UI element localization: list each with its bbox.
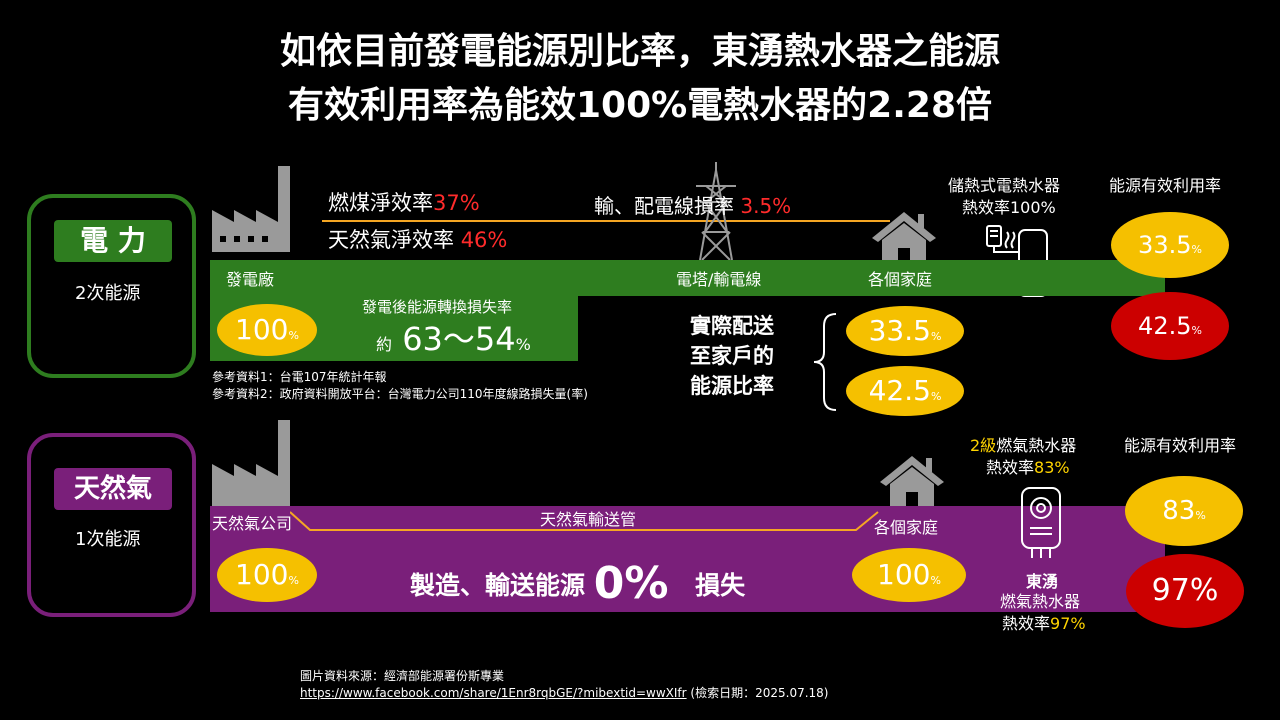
loss-value: 約 63～54%: [376, 314, 531, 360]
gas-eff-value-a: 83: [1162, 496, 1196, 526]
gas-heater-grade: 2級: [970, 436, 997, 455]
delivered-line-3: 能源比率: [690, 374, 774, 398]
title-line-1: 如依目前發電能源別比率，東湧熱水器之能源: [279, 31, 1000, 72]
electric-subtitle: 2次能源: [75, 283, 141, 304]
connector-line: [322, 220, 890, 222]
loss-unit: %: [515, 335, 531, 354]
gas-efficiency-label: 天然氣淨效率: [328, 228, 454, 252]
gas-start-oval: 100%: [217, 548, 317, 602]
gas-eff-oval-b: 97%: [1126, 554, 1244, 628]
delivered-value-b: 42.5: [868, 374, 931, 407]
gas-loss-text: 製造、輸送能源 0% 損失: [410, 558, 745, 609]
gas-home-label: 各個家庭: [874, 518, 939, 537]
gas-eff-unit-a: %: [1195, 509, 1206, 522]
gas-heater-title: 2級燃氣熱水器: [970, 432, 1076, 456]
factory-icon: [212, 166, 300, 252]
gas-company-label: 天然氣公司: [212, 514, 293, 533]
gas-efficiency: 天然氣淨效率 46%: [328, 224, 507, 254]
delivered-line-2: 至家戶的: [690, 344, 774, 368]
gas-start-unit: %: [288, 574, 299, 587]
coal-efficiency: 燃煤淨效率37%: [328, 187, 480, 217]
gas-eff-value-b: 97%: [1151, 573, 1219, 608]
gas-loss-label: 製造、輸送能源: [410, 571, 586, 600]
bar-label-tower: 電塔/輸電線: [676, 270, 762, 289]
delivered-value-a: 33.5: [868, 314, 931, 347]
gas-loss-suffix: 損失: [695, 571, 746, 600]
loss-title: 發電後能源轉換損失率: [362, 298, 513, 316]
delivered-oval-b: 42.5%: [846, 366, 964, 416]
coal-efficiency-label: 燃煤淨效率: [328, 191, 433, 215]
gas-brand-efficiency: 熱效率97%: [1002, 610, 1086, 634]
gas-heater-eff-value: 83%: [1034, 458, 1070, 477]
gas-tag: 天然氣: [54, 468, 172, 510]
delivered-text: 實際配送 至家戶的 能源比率: [690, 311, 774, 401]
gas-heater-icon: [1018, 484, 1064, 560]
bar-label-home: 各個家庭: [868, 270, 933, 289]
coal-efficiency-value: 37%: [433, 191, 480, 215]
electric-eff-unit-a: %: [1191, 243, 1202, 256]
electric-eff-value-a: 33.5: [1138, 231, 1192, 259]
source-line-1: 圖片資料來源：經濟部能源署份斯專業: [300, 669, 505, 683]
gas-heater-efficiency: 熱效率83%: [986, 454, 1070, 478]
loss-prefix: 約: [376, 335, 393, 354]
bar-label-plant: 發電廠: [226, 270, 275, 289]
electric-eff-oval-b: 42.5%: [1111, 292, 1229, 360]
electric-eff-unit-b: %: [1191, 324, 1202, 337]
electric-frame: [27, 194, 196, 378]
gas-brand-eff-value: 97%: [1050, 614, 1086, 633]
gas-heater-eff-label: 熱效率: [986, 458, 1035, 477]
gas-brand-heater: 燃氣熱水器: [1000, 592, 1081, 611]
reference-1: 參考資料1：台電107年統計年報: [212, 370, 387, 384]
house-icon: [872, 212, 936, 262]
gas-brand-eff-label: 熱效率: [1002, 614, 1051, 633]
tower-icon: [692, 162, 740, 260]
electric-start-unit: %: [288, 329, 299, 342]
electric-eff-oval-a: 33.5%: [1111, 212, 1229, 278]
transmission-loss-value: 3.5%: [740, 194, 792, 218]
source-line-2: https://www.facebook.com/share/1Enr8rqbG…: [300, 685, 828, 702]
delivered-unit-a: %: [930, 330, 942, 343]
delivered-line-1: 實際配送: [690, 314, 774, 338]
gas-subtitle: 1次能源: [75, 529, 141, 550]
electric-heater-title: 儲熱式電熱水器: [948, 176, 1061, 195]
gas-eff-oval-a: 83%: [1125, 476, 1243, 546]
gas-efficiency-value: 46%: [460, 228, 508, 252]
gas-factory-icon: [212, 420, 300, 506]
gas-bar: [210, 506, 1165, 612]
gas-efficiency-header: 能源有效利用率: [1124, 436, 1237, 455]
source-date: (檢索日期：2025.07.18): [686, 686, 829, 700]
electric-bar: [210, 260, 1165, 296]
reference-2: 參考資料2：政府資料開放平台：台灣電力公司110年度線路損失量(率): [212, 387, 588, 401]
gas-home-oval: 100%: [852, 548, 966, 602]
gas-frame: [27, 433, 196, 617]
source-url[interactable]: https://www.facebook.com/share/1Enr8rqbG…: [300, 686, 687, 700]
loss-range: 63～54: [402, 320, 516, 358]
gas-start-value: 100: [235, 558, 289, 591]
gas-brand: 東湧: [1026, 572, 1059, 591]
electric-eff-value-b: 42.5: [1138, 312, 1192, 340]
gas-loss-value: 0%: [593, 558, 669, 609]
transmission-loss-label: 輸、配電線損率: [594, 194, 734, 218]
gas-heater-name: 燃氣熱水器: [996, 436, 1077, 455]
electric-start-value: 100: [235, 313, 289, 346]
pipeline-line: [290, 508, 880, 534]
brace-icon: [812, 312, 838, 412]
title-line-2: 有效利用率為能效100%電熱水器的2.28倍: [287, 85, 993, 126]
transmission-loss: 輸、配電線損率 3.5%: [594, 190, 791, 219]
delivered-unit-b: %: [930, 390, 942, 403]
electric-heater-efficiency: 熱效率100%: [962, 198, 1056, 217]
electric-start-oval: 100%: [217, 304, 317, 356]
delivered-oval-a: 33.5%: [846, 306, 964, 356]
electric-tag: 電 力: [54, 220, 172, 262]
gas-home-value: 100: [877, 558, 931, 591]
electric-efficiency-header: 能源有效利用率: [1109, 176, 1222, 195]
gas-home-unit: %: [930, 574, 941, 587]
gas-house-icon: [880, 456, 944, 506]
pipeline-label: 天然氣輸送管: [540, 510, 637, 529]
